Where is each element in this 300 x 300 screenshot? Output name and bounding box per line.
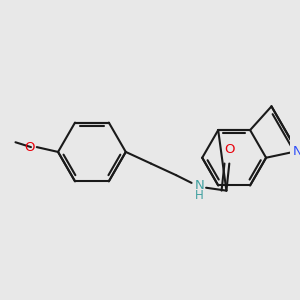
Text: O: O [224, 143, 235, 156]
Text: O: O [24, 141, 35, 154]
Text: N: N [292, 145, 300, 158]
Text: N: N [194, 179, 204, 192]
Text: H: H [195, 189, 204, 202]
